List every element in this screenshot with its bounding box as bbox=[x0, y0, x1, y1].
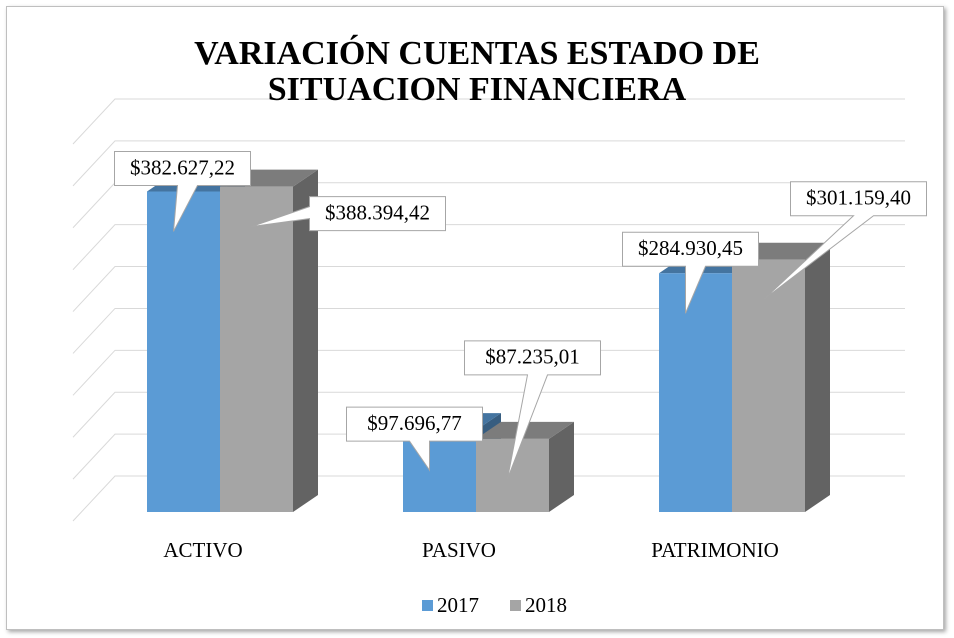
bar bbox=[476, 421, 574, 512]
data-label-box bbox=[763, 181, 927, 301]
data-label-box bbox=[251, 196, 446, 232]
data-label-box bbox=[346, 406, 483, 472]
grid-line bbox=[72, 433, 905, 480]
grid-line bbox=[72, 391, 905, 438]
data-label: $97.696,77 bbox=[367, 411, 462, 435]
bar-face bbox=[732, 259, 805, 512]
legend-swatch bbox=[510, 600, 521, 611]
legend-label: 2018 bbox=[525, 593, 567, 617]
data-label: $284.930,45 bbox=[638, 236, 743, 260]
data-label: $301.159,40 bbox=[806, 186, 911, 210]
bar-face bbox=[147, 191, 220, 512]
data-label: $388.394,42 bbox=[325, 200, 430, 224]
chart-frame bbox=[6, 6, 944, 630]
grid-line bbox=[72, 224, 905, 271]
grid-line bbox=[72, 349, 905, 396]
grid-line bbox=[72, 98, 905, 145]
legend-swatch bbox=[422, 600, 433, 611]
x-tick-label: PATRIMONIO bbox=[651, 538, 779, 562]
chart-title: VARIACIÓN CUENTAS ESTADO DE SITUACION FI… bbox=[194, 35, 760, 108]
bar-face bbox=[220, 186, 293, 512]
bar-face bbox=[549, 421, 574, 512]
bar-face bbox=[293, 169, 318, 512]
data-label: $382.627,22 bbox=[130, 155, 235, 179]
grid-line bbox=[72, 475, 905, 522]
data-label-box bbox=[622, 231, 759, 314]
data-label-box bbox=[464, 340, 601, 480]
x-tick-label: ACTIVO bbox=[163, 538, 242, 562]
bar-face bbox=[805, 242, 830, 512]
legend-label: 2017 bbox=[437, 593, 479, 617]
data-label: $87.235,01 bbox=[485, 345, 580, 369]
grid-line bbox=[72, 140, 905, 187]
bar-face bbox=[476, 438, 549, 512]
bar-face bbox=[659, 273, 732, 512]
grid-line bbox=[72, 307, 905, 354]
x-tick-label: PASIVO bbox=[422, 538, 496, 562]
bar bbox=[220, 169, 318, 512]
data-label-box bbox=[114, 150, 251, 232]
